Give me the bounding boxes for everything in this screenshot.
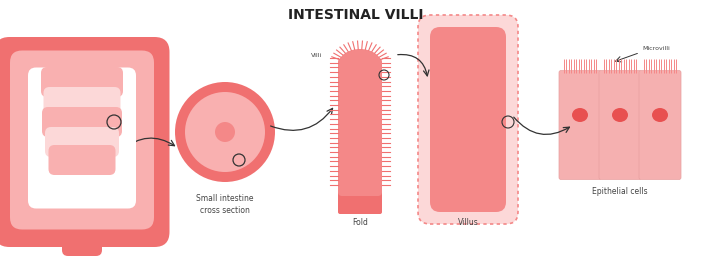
Text: Small intestine
cross section: Small intestine cross section [197, 194, 253, 215]
FancyBboxPatch shape [62, 214, 102, 256]
FancyBboxPatch shape [41, 67, 123, 97]
FancyBboxPatch shape [48, 145, 115, 175]
Text: Microvilli: Microvilli [642, 46, 670, 50]
FancyBboxPatch shape [0, 37, 169, 247]
Text: Epithelial cells: Epithelial cells [592, 188, 648, 197]
FancyBboxPatch shape [639, 71, 681, 179]
Ellipse shape [572, 108, 588, 122]
FancyBboxPatch shape [338, 58, 382, 196]
Text: Villi: Villi [311, 53, 322, 57]
FancyBboxPatch shape [42, 107, 122, 137]
Text: Fold: Fold [352, 218, 368, 227]
FancyBboxPatch shape [338, 190, 382, 214]
Text: INTESTINAL VILLI: INTESTINAL VILLI [288, 8, 424, 22]
FancyBboxPatch shape [43, 87, 120, 117]
Ellipse shape [338, 49, 382, 81]
Text: Villus: Villus [458, 218, 478, 227]
FancyBboxPatch shape [559, 71, 601, 179]
Circle shape [175, 82, 275, 182]
Circle shape [185, 92, 265, 172]
Circle shape [215, 122, 235, 142]
FancyBboxPatch shape [45, 127, 119, 157]
FancyBboxPatch shape [418, 15, 518, 224]
Ellipse shape [652, 108, 668, 122]
FancyBboxPatch shape [10, 50, 154, 230]
Ellipse shape [612, 108, 628, 122]
FancyBboxPatch shape [599, 71, 641, 179]
FancyBboxPatch shape [28, 67, 136, 209]
FancyBboxPatch shape [430, 27, 506, 212]
